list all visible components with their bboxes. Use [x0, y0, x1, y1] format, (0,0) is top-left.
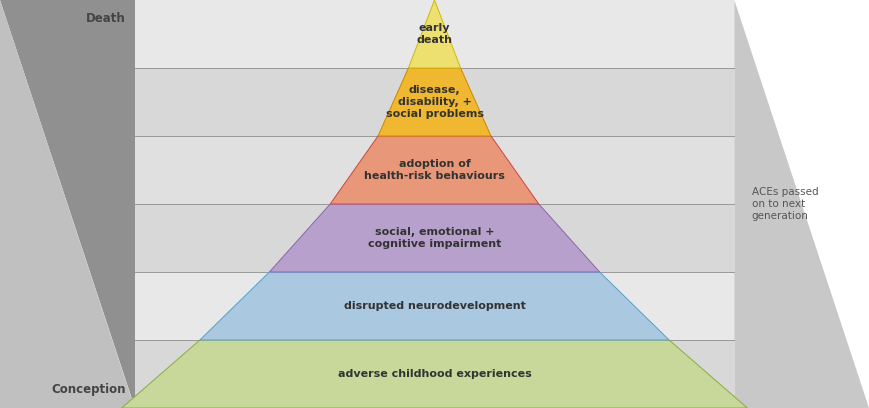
- Polygon shape: [135, 0, 734, 68]
- Polygon shape: [408, 0, 461, 68]
- Polygon shape: [378, 68, 491, 136]
- Text: adverse childhood experiences: adverse childhood experiences: [338, 369, 531, 379]
- Text: social, emotional +
cognitive impairment: social, emotional + cognitive impairment: [368, 227, 501, 249]
- Polygon shape: [135, 272, 734, 340]
- Text: early
death: early death: [416, 23, 453, 45]
- Polygon shape: [135, 204, 734, 272]
- Polygon shape: [330, 136, 539, 204]
- Text: ACEs passed
on to next
generation: ACEs passed on to next generation: [752, 187, 819, 221]
- Polygon shape: [135, 136, 734, 204]
- Text: Conception: Conception: [51, 383, 126, 396]
- Text: disease,
disability, +
social problems: disease, disability, + social problems: [386, 85, 483, 119]
- Polygon shape: [0, 0, 135, 408]
- Polygon shape: [269, 204, 600, 272]
- Polygon shape: [135, 68, 734, 136]
- Polygon shape: [0, 0, 135, 408]
- Polygon shape: [734, 0, 869, 408]
- Polygon shape: [122, 340, 747, 408]
- Text: disrupted neurodevelopment: disrupted neurodevelopment: [343, 301, 526, 311]
- Text: adoption of
health-risk behaviours: adoption of health-risk behaviours: [364, 159, 505, 181]
- Text: Death: Death: [86, 12, 126, 25]
- Polygon shape: [135, 340, 734, 408]
- Polygon shape: [200, 272, 669, 340]
